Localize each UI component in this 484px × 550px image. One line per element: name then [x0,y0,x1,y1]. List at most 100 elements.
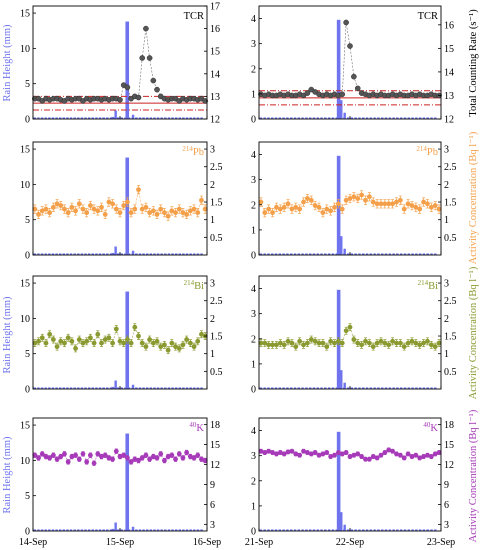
rain-baseline-dot [422,253,426,255]
data-point [394,199,399,205]
rain-baseline-dot [174,529,178,531]
data-point [409,454,415,459]
rain-bar-0 [111,528,114,531]
data-point [191,206,197,212]
data-point [165,347,171,353]
data-point [173,456,178,462]
right-tick-label: 12 [444,460,454,471]
rain-baseline-dot [171,387,174,389]
data-point [436,340,442,346]
rain-baseline-dot [66,529,69,531]
rain-baseline-dot [171,529,174,531]
rain-bar-2 [125,21,130,120]
plot-frame [258,5,442,120]
data-point [158,451,164,457]
panel-label: TCR [418,11,438,22]
panel-pb-14-16: 0 5 10 15 0.5 1 1.5 2 2.5 3 214Pb [20,141,223,262]
rain-baseline-dot [324,253,327,255]
rain-baseline-dot [365,387,369,389]
data-point [154,338,160,344]
rain-baseline-dot [160,253,163,255]
data-point [150,77,157,84]
data-point [421,340,426,346]
right-tick-label: 1 [444,215,449,226]
data-point [106,199,112,205]
panel-label: TCR [184,11,204,22]
left-tick-label: 1 [251,225,256,236]
rain-bar-1 [340,100,343,119]
panel-label-sup: 214 [184,279,195,287]
rain-baseline-dot [87,117,91,119]
right-tick-label: 2 [444,314,449,325]
data-point [117,210,123,216]
rain-baseline-dot [91,253,95,255]
data-point [289,340,295,346]
data-point [409,338,415,344]
rain-baseline-dot [263,117,266,119]
rain-baseline-dot [98,253,102,255]
data-point [169,208,175,214]
rain-baseline-dot [392,529,395,531]
rain-baseline-dot [156,117,160,119]
plot-frame [32,141,208,256]
rain-baseline-dot [102,387,105,389]
rain-baseline-dot [69,529,73,531]
data-point [401,455,407,461]
rain-baseline-dot [87,387,91,389]
rain-baseline-dot [373,117,376,119]
data-point [139,206,145,212]
rain-baseline-dot [69,117,73,119]
data-point [355,451,361,457]
right-tick-label: 3 [444,520,449,531]
rain-baseline-dot [149,529,153,531]
right-tick-label: 3 [210,520,215,531]
rain-baseline-dot [66,387,69,389]
data-point [187,340,193,346]
data-point [99,204,104,210]
data-point [80,206,86,212]
rain-baseline-dot [301,387,304,389]
right-tick-label: 18 [210,420,220,431]
data-point [293,451,299,457]
data-point [184,450,190,455]
right-tick-label: 12 [210,460,220,471]
data-point [316,452,322,458]
data-point [297,452,303,458]
rain-baseline-dot [84,387,87,389]
rain-baseline-dot [142,117,145,119]
rain-baseline-dot [290,529,293,531]
data-point [43,206,49,212]
data-point [425,338,430,344]
rain-baseline-dot [297,117,301,119]
rain-baseline-dot [182,253,185,255]
rain-baseline-dot [362,387,365,389]
rain-baseline-dot [164,253,167,255]
data-point [32,452,38,458]
right-tick-label: 3 [444,279,449,290]
rain-baseline-dot [434,387,437,389]
rain-baseline-dot [320,117,323,119]
right-tick-label: 1 [444,349,449,360]
rain-baseline-dot [396,117,399,119]
data-point [421,199,426,205]
data-point [339,340,345,346]
rain-baseline-dot [327,117,331,119]
data-point [69,204,75,210]
rain-baseline-dot [55,529,58,531]
rain-baseline-dot [335,529,338,531]
rain-baseline-dot [308,529,312,531]
left-tick-label: 5 [25,349,30,360]
rain-baseline-dot [377,253,380,255]
rain-baseline-dot [142,387,145,389]
data-point [43,454,49,459]
rain-baseline-dot [381,529,384,531]
panel-bi-14-16: 0 5 10 15 0.5 1 1.5 2 2.5 3 214Bi [20,275,223,396]
rain-baseline-dot [135,529,138,531]
rain-baseline-dot [271,529,274,531]
rain-baseline-dot [48,117,51,119]
rain-baseline-dot [174,253,178,255]
data-point [417,206,423,212]
data-point [113,206,119,212]
rain-baseline-dot [354,529,357,531]
left-tick-label: 2 [251,334,256,345]
